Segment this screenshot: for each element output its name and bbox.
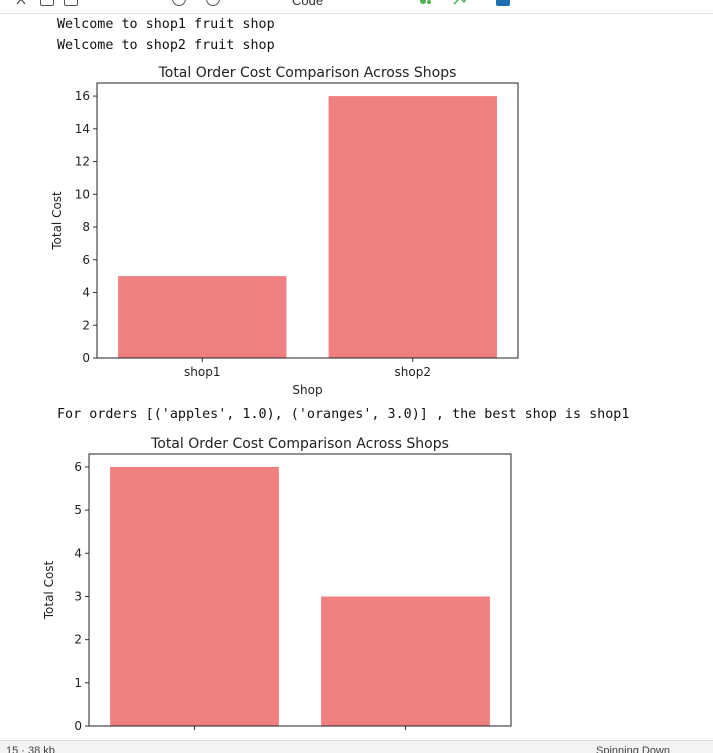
y-tick-label: 8 [82, 220, 90, 234]
cost-comparison-chart-2: Total Order Cost Comparison Across Shops… [42, 436, 512, 733]
cost-comparison-chart-1: Total Order Cost Comparison Across Shops… [50, 65, 519, 397]
status-right: Spinning Down [596, 745, 670, 753]
plot-frame [96, 82, 519, 359]
y-tick-label: 10 [75, 187, 90, 201]
output-line-welcome-shop2: Welcome to shop2 fruit shop [57, 38, 275, 53]
y-tick-label: 1 [74, 676, 82, 690]
bar-series-2 [321, 596, 490, 726]
bar-shop1 [118, 276, 287, 358]
y-tick-label: 2 [74, 633, 82, 647]
stop-icon[interactable] [172, 0, 186, 6]
y-tick-label: 4 [74, 546, 82, 560]
y-tick-label: 14 [75, 122, 90, 136]
chart-title: Total Order Cost Comparison Across Shops [158, 65, 457, 81]
bar-shop2 [328, 96, 497, 358]
status-left: 15 · 38 kb [6, 745, 55, 753]
cut-icon[interactable] [14, 0, 28, 6]
cell-type-select[interactable]: Code [292, 0, 324, 8]
x-tick-label: shop2 [395, 365, 431, 379]
y-tick-label: 0 [74, 719, 82, 733]
y-tick-label: 6 [82, 253, 90, 267]
y-tick-label: 6 [74, 460, 82, 474]
notebook-toolbar: Code [0, 0, 713, 14]
y-tick-label: 4 [82, 286, 90, 300]
extension-icon[interactable] [452, 0, 467, 6]
chart-title: Total Order Cost Comparison Across Shops [150, 436, 449, 452]
output-line-welcome-shop1: Welcome to shop1 fruit shop [57, 17, 275, 32]
collaboration-icon[interactable] [418, 0, 432, 6]
y-tick-label: 3 [74, 589, 82, 603]
y-tick-label: 2 [82, 318, 90, 332]
plot-frame [88, 453, 512, 727]
y-axis-label: Total Cost [42, 560, 56, 620]
y-axis-label: Total Cost [50, 191, 64, 251]
bar-series-1 [110, 466, 279, 726]
y-tick-label: 16 [75, 89, 90, 103]
x-tick-label: shop1 [184, 365, 220, 379]
copy-icon[interactable] [40, 0, 54, 6]
restart-icon[interactable] [206, 0, 220, 6]
status-bar: 15 · 38 kb Spinning Down [0, 740, 713, 753]
y-tick-label: 5 [74, 503, 82, 517]
y-tick-label: 12 [75, 155, 90, 169]
kernel-status-icon[interactable] [496, 0, 510, 6]
y-tick-label: 0 [82, 351, 90, 365]
paste-icon[interactable] [64, 0, 78, 6]
x-axis-label: Shop [292, 383, 322, 397]
output-line-best-shop: For orders [('apples', 1.0), ('oranges',… [57, 407, 630, 422]
